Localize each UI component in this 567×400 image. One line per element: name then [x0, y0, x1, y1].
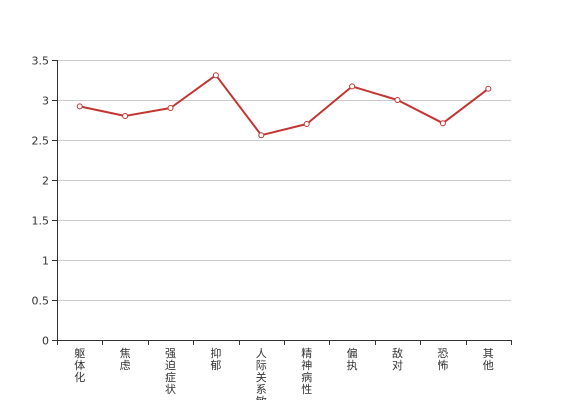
y-tick-label: 1.5: [32, 215, 50, 228]
x-axis: 躯体化 焦虑 强迫症状 抑郁 人际关系敏感 精神病性 偏执 敌对 恐怖 其他: [57, 340, 512, 400]
series-layer: [76, 72, 492, 139]
data-point[interactable]: [394, 97, 401, 103]
data-point[interactable]: [439, 120, 446, 127]
data-point[interactable]: [212, 72, 219, 79]
x-tick-label: 躯体化: [74, 347, 85, 384]
y-axis: 0 0.5 1 1.5 2 2.5 3 3.5: [32, 55, 58, 348]
y-tick-label: 0.5: [32, 295, 50, 308]
x-tick-label: 偏执: [347, 346, 358, 372]
grid-lines: [57, 60, 511, 301]
series-line: [79, 74, 489, 137]
x-tick-label: 其他: [483, 347, 494, 372]
x-tick-label: 精神病性: [301, 347, 312, 396]
data-point[interactable]: [485, 85, 492, 92]
y-tick-label: 1: [42, 255, 49, 268]
data-point[interactable]: [122, 113, 129, 119]
data-point[interactable]: [303, 121, 310, 127]
x-tick-label: 焦虑: [120, 347, 131, 372]
x-tick-label: 敌对: [392, 346, 403, 372]
x-tick-label: 抑郁: [210, 346, 221, 372]
data-point[interactable]: [167, 105, 174, 111]
data-point[interactable]: [349, 83, 356, 90]
x-tick-label: 恐怖: [437, 347, 448, 372]
y-tick-label: 2.5: [32, 135, 50, 148]
x-tick-label: 人际关系敏感: [256, 347, 267, 400]
y-tick-label: 0: [42, 335, 49, 348]
x-tick-label: 强迫症状: [165, 347, 176, 396]
y-tick-label: 2: [42, 175, 49, 188]
y-tick-label: 3.5: [32, 55, 50, 68]
y-tick-label: 3: [42, 95, 49, 108]
data-point[interactable]: [76, 103, 83, 110]
data-point[interactable]: [258, 132, 265, 139]
